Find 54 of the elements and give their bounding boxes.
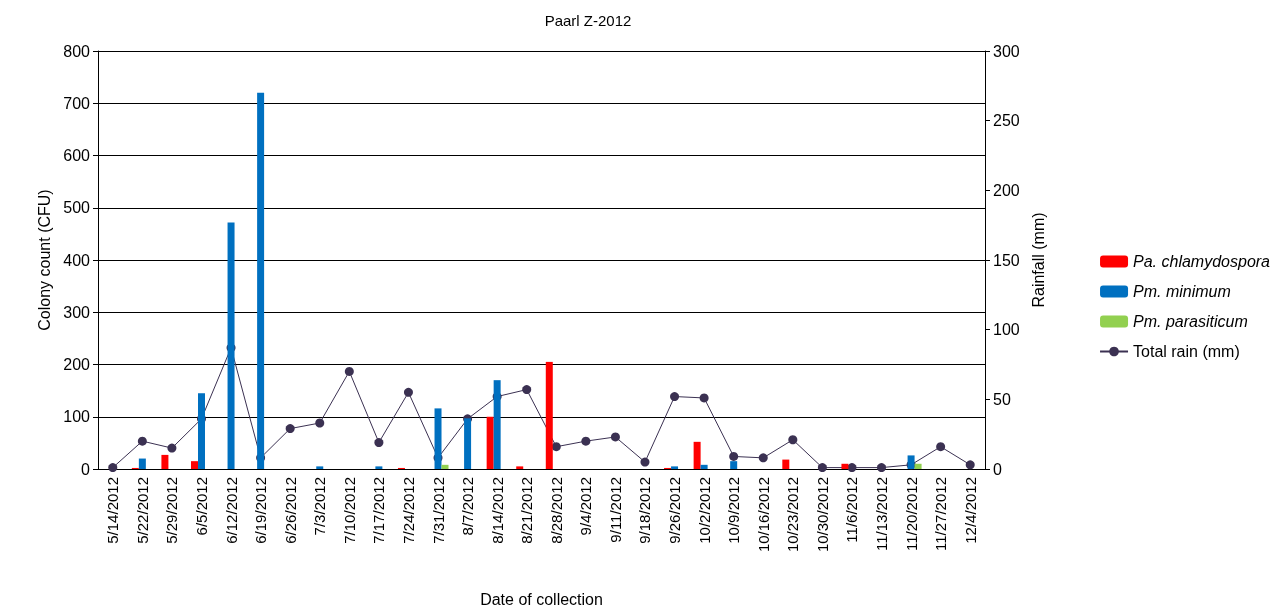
x-tick-label: 6/26/2012 — [281, 477, 299, 544]
legend-label: Pa. chlamydospora — [1133, 253, 1271, 270]
x-tick-label: 7/17/2012 — [370, 477, 388, 544]
x-tick-label: 5/14/2012 — [104, 477, 122, 544]
y-tick-label: 600 — [63, 147, 91, 164]
y-tick-label: 300 — [63, 303, 91, 321]
legend-label: Pm. minimum — [1133, 283, 1231, 300]
y-tick-label: 700 — [63, 94, 91, 112]
x-tick-label: 5/29/2012 — [163, 477, 181, 544]
x-tick-label: 10/16/2012 — [754, 477, 772, 553]
y2-tick-label: 150 — [993, 251, 1020, 269]
y2-tick-label: 100 — [993, 321, 1020, 339]
x-tick-label: 8/7/2012 — [459, 477, 477, 536]
legend-label: Total rain (mm) — [1133, 343, 1240, 360]
y2-tick-label: 0 — [993, 460, 1002, 478]
y2-tick-label: 250 — [993, 112, 1020, 130]
y2-axis-title: Rainfall (mm) — [1030, 212, 1048, 308]
x-tick-label: 8/14/2012 — [488, 477, 506, 544]
y-tick-label: 200 — [63, 356, 91, 373]
x-tick-label: 10/30/2012 — [813, 477, 831, 553]
x-tick-label: 11/6/2012 — [843, 477, 861, 543]
x-tick-label: 11/20/2012 — [902, 477, 920, 551]
y-tick-label: 400 — [63, 251, 91, 269]
x-tick-label: 5/22/2012 — [133, 477, 151, 544]
y-tick-label: 500 — [63, 199, 91, 217]
y2-tick-label: 200 — [993, 181, 1020, 199]
x-tick-label: 7/10/2012 — [340, 477, 358, 544]
x-axis-title: Date of collection — [480, 590, 603, 608]
x-tick-label: 9/11/2012 — [606, 477, 624, 543]
x-tick-label: 6/19/2012 — [252, 477, 270, 544]
x-tick-label: 6/12/2012 — [222, 477, 240, 544]
y-axis-title: Colony count (CFU) — [35, 189, 53, 331]
y-tick-label: 100 — [63, 408, 91, 426]
x-tick-label: 11/13/2012 — [873, 477, 891, 551]
y-tick-label: 800 — [63, 42, 91, 60]
x-tick-label: 9/26/2012 — [666, 477, 684, 544]
x-tick-label: 7/3/2012 — [311, 477, 329, 536]
y2-tick-label: 300 — [993, 42, 1020, 60]
x-tick-label: 9/4/2012 — [577, 477, 595, 536]
x-tick-label: 11/27/2012 — [932, 477, 950, 551]
x-tick-label: 9/18/2012 — [636, 477, 654, 544]
x-tick-label: 10/23/2012 — [784, 477, 802, 553]
x-tick-label: 7/31/2012 — [429, 477, 447, 544]
x-tick-label: 8/21/2012 — [518, 477, 536, 544]
x-tick-label: 10/2/2012 — [695, 477, 713, 544]
x-tick-label: 12/4/2012 — [961, 477, 979, 544]
x-tick-label: 8/28/2012 — [547, 477, 565, 544]
legend-label: Pm. parasiticum — [1133, 313, 1248, 330]
y2-tick-label: 50 — [993, 390, 1011, 408]
x-tick-label: 6/5/2012 — [192, 477, 210, 536]
x-tick-label: 7/24/2012 — [399, 477, 417, 544]
chart-title: Paarl Z-2012 — [544, 12, 632, 29]
y-tick-label: 0 — [81, 460, 91, 478]
x-tick-label: 10/9/2012 — [725, 477, 743, 544]
